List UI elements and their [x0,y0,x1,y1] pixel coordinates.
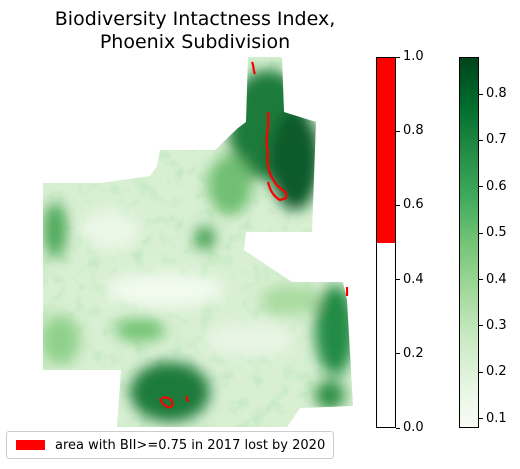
title-line-1: Biodiversity Intactness Index, [54,8,336,30]
lost-area-colorbar-tick [396,353,400,355]
bii-colorbar-tick [479,93,483,95]
legend-label: area with BII>=0.75 in 2017 lost by 2020 [55,437,326,453]
lost-area-colorbar-tick [396,279,400,281]
lost-area-colorbar-tick [396,130,400,132]
lost-area-colorbar-tick-label: 0.0 [403,420,424,435]
bii-raster [43,57,353,427]
bii-colorbar-tick [479,371,483,373]
lost-area-colorbar-tick [396,56,400,58]
lost-area-patches [158,61,349,409]
lost-area-colorbar-tick-label: 0.4 [403,271,424,287]
bii-colorbar-tick-label: 0.7 [486,132,507,148]
bii-colorbar-tick-label: 0.8 [486,86,507,102]
lost-area-colorbar-tick [396,427,400,429]
bii-colorbar-tick-label: 0.4 [486,271,507,287]
bii-colorbar-tick-label: 0.3 [486,317,507,333]
lost-area-colorbar [376,57,396,428]
bii-colorbar-tick-label: 0.2 [486,364,507,380]
lost-area-colorbar-tick-label: 1.0 [403,49,424,64]
lost-area-colorbar-tick-label: 0.6 [403,197,424,213]
bii-colorbar-tick [479,325,483,327]
bii-colorbar-tick [479,232,483,234]
bii-colorbar-tick-label: 0.6 [486,178,507,194]
lost-area-colorbar-tick [396,204,400,206]
map-title: Biodiversity Intactness Index, Phoenix S… [0,8,390,54]
legend-swatch-lost-area [16,440,45,450]
lost-area-colorbar-tick-label: 0.2 [403,345,424,361]
title-line-2: Phoenix Subdivision [99,31,291,53]
bii-colorbar-tick-label: 0.1 [486,410,507,426]
bii-colorbar-tick [479,186,483,188]
bii-colorbar-tick [479,279,483,281]
lost-area-colorbar-fill [377,58,395,243]
bii-colorbar-tick [479,139,483,141]
map-legend: area with BII>=0.75 in 2017 lost by 2020 [6,431,335,459]
bii-colorbar [459,57,479,428]
lost-area-colorbar-tick-label: 0.8 [403,123,424,139]
bii-colorbar-tick-label: 0.5 [486,225,507,241]
bii-colorbar-tick [479,418,483,420]
